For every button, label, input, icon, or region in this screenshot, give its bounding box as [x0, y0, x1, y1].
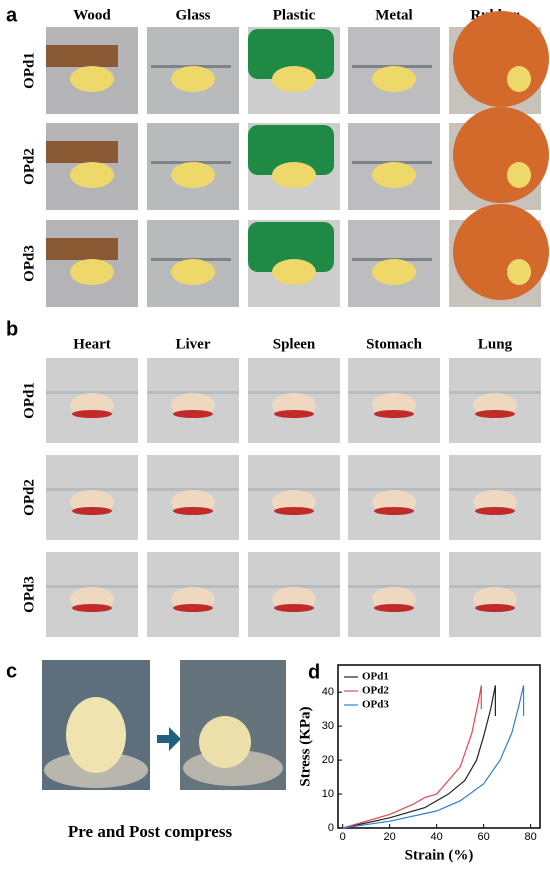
row-label: OPd2	[21, 479, 37, 516]
x-axis-label: Strain (%)	[405, 847, 474, 863]
photo-object	[147, 585, 239, 588]
photo-object	[147, 391, 239, 394]
panel-label: c	[6, 660, 17, 682]
row-label: OPd1	[21, 52, 37, 89]
photo-sample	[372, 259, 416, 285]
photo-sample	[171, 162, 215, 188]
y-tick-label: 20	[322, 754, 334, 766]
photo-sample	[70, 66, 114, 92]
photo-sample	[70, 162, 114, 188]
data-line	[342, 685, 482, 829]
photo-object	[453, 11, 549, 107]
column-header: Metal	[375, 7, 412, 23]
photo-sample	[199, 716, 251, 768]
x-tick-label: 40	[431, 831, 443, 843]
legend-label: OPd2	[362, 685, 389, 697]
photo-sample	[507, 66, 531, 92]
legend-label: OPd1	[362, 671, 389, 683]
photo-object	[46, 391, 138, 394]
panel-label: d	[308, 661, 320, 683]
row-label: OPd1	[21, 382, 37, 419]
photo-object	[348, 488, 440, 491]
column-header: Spleen	[273, 336, 316, 352]
photo-sample	[173, 410, 213, 418]
column-header: Glass	[175, 7, 210, 23]
photo-sample	[171, 66, 215, 92]
photo-sample	[475, 604, 515, 612]
y-axis-label: Stress (KPa)	[297, 706, 313, 786]
plot-frame	[337, 664, 541, 829]
y-tick-label: 10	[322, 788, 334, 800]
photo-sample	[475, 507, 515, 515]
photo-sample	[475, 410, 515, 418]
photo-object	[248, 125, 334, 175]
column-header: Wood	[73, 7, 111, 23]
photo-object	[453, 107, 549, 203]
data-line	[342, 685, 496, 829]
photo-object	[248, 29, 334, 79]
photo-sample	[274, 410, 314, 418]
photo-object	[449, 488, 541, 491]
column-header: Lung	[478, 336, 513, 352]
x-tick-label: 80	[524, 831, 536, 843]
photo-sample	[372, 162, 416, 188]
photo-object	[46, 488, 138, 491]
photo-object	[46, 238, 118, 260]
photo-sample	[171, 259, 215, 285]
photo-sample	[272, 259, 316, 285]
panel-label: b	[6, 318, 18, 340]
column-header: Liver	[176, 336, 211, 352]
x-tick-label: 20	[384, 831, 396, 843]
y-tick-label: 30	[322, 720, 334, 732]
photo-sample	[66, 697, 126, 773]
column-header: Plastic	[273, 7, 316, 23]
photo-sample	[70, 259, 114, 285]
x-tick-label: 60	[478, 831, 490, 843]
row-label: OPd3	[21, 245, 37, 282]
photo-sample	[72, 410, 112, 418]
column-header: Stomach	[366, 336, 422, 352]
photo-object	[449, 391, 541, 394]
caption: Pre and Post compress	[68, 822, 233, 841]
photo-object	[248, 222, 334, 272]
photo-object	[453, 204, 549, 300]
photo-sample	[374, 604, 414, 612]
photo-sample	[173, 604, 213, 612]
photo-object	[449, 585, 541, 588]
photo-sample	[507, 162, 531, 188]
photo-object	[46, 141, 118, 163]
photo-sample	[173, 507, 213, 515]
photo-sample	[274, 604, 314, 612]
photo-object	[348, 391, 440, 394]
photo-sample	[374, 507, 414, 515]
photo-object	[46, 45, 118, 67]
x-tick-label: 0	[340, 831, 346, 843]
photo-sample	[72, 604, 112, 612]
photo-object	[248, 585, 340, 588]
photo-sample	[272, 66, 316, 92]
y-tick-label: 0	[328, 822, 334, 834]
photo-object	[248, 488, 340, 491]
legend-label: OPd3	[362, 699, 389, 711]
photo-object	[46, 585, 138, 588]
column-header: Heart	[73, 336, 110, 352]
panel-label: a	[6, 4, 18, 26]
photo-sample	[274, 507, 314, 515]
row-label: OPd2	[21, 148, 37, 185]
y-tick-label: 40	[322, 686, 334, 698]
photo-sample	[272, 162, 316, 188]
photo-object	[248, 391, 340, 394]
photo-object	[348, 585, 440, 588]
photo-sample	[507, 259, 531, 285]
photo-object	[147, 488, 239, 491]
photo-sample	[374, 410, 414, 418]
row-label: OPd3	[21, 576, 37, 613]
photo-sample	[72, 507, 112, 515]
data-line	[342, 685, 525, 829]
arrow	[157, 727, 181, 751]
photo-sample	[372, 66, 416, 92]
